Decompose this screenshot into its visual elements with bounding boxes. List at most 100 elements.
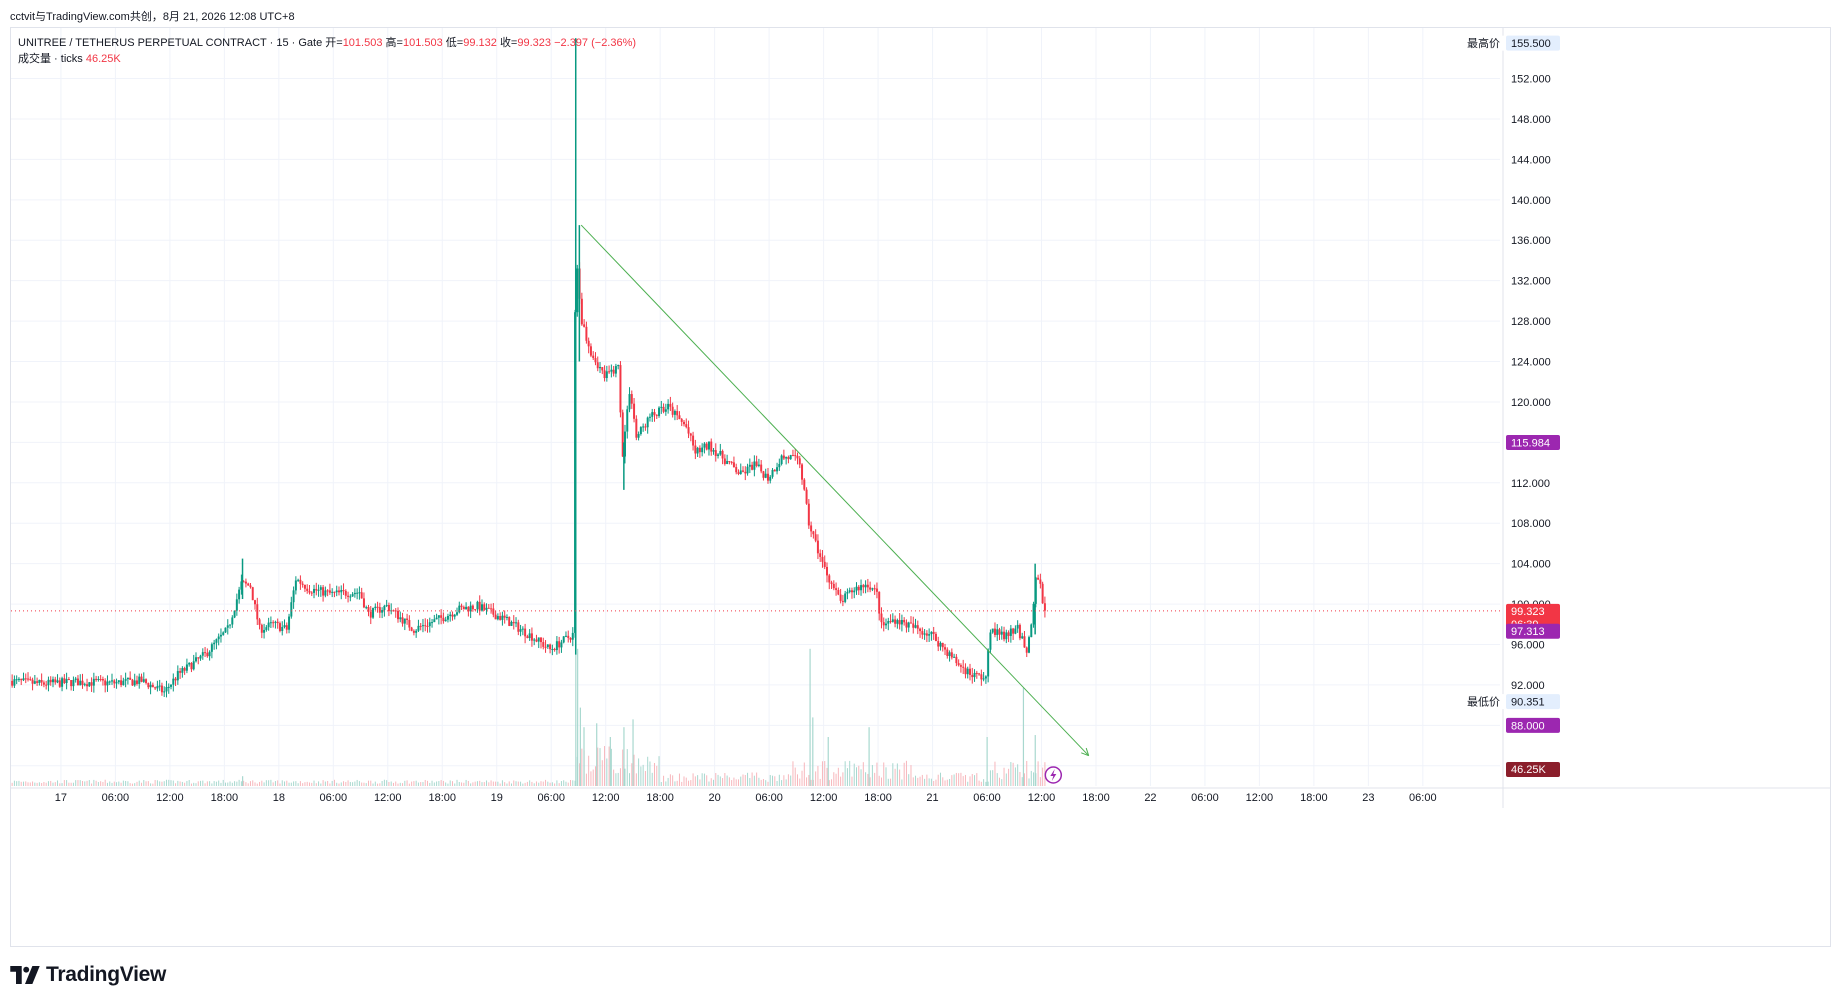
volume-bar bbox=[987, 781, 989, 786]
tradingview-brand[interactable]: TradingView bbox=[10, 963, 166, 987]
candle-body bbox=[642, 426, 645, 428]
volume-bar bbox=[751, 772, 753, 786]
candle-body bbox=[968, 668, 971, 675]
candle-body bbox=[1025, 647, 1028, 653]
volume-bar bbox=[983, 779, 985, 786]
candle-body bbox=[81, 680, 84, 685]
volume-bar bbox=[179, 781, 181, 786]
candle-body bbox=[421, 625, 424, 627]
volume-bar bbox=[352, 782, 354, 786]
candle-body bbox=[383, 605, 386, 611]
candle-body bbox=[269, 622, 272, 624]
volume-bar bbox=[370, 780, 372, 786]
candle-body bbox=[36, 681, 39, 683]
volume-bar bbox=[980, 781, 982, 786]
candle-body bbox=[317, 589, 320, 591]
volume-bar bbox=[204, 783, 206, 786]
candle-body bbox=[635, 418, 638, 438]
candle-body bbox=[387, 605, 390, 612]
volume-bar bbox=[240, 781, 242, 786]
volume-bar bbox=[606, 758, 608, 786]
candle-body bbox=[353, 592, 356, 595]
candle-body bbox=[1009, 628, 1012, 636]
volume-bar bbox=[41, 782, 43, 786]
candle-body bbox=[719, 450, 722, 455]
candle-body bbox=[156, 686, 159, 689]
volume-bar bbox=[590, 771, 592, 786]
candle-body bbox=[410, 627, 413, 631]
volume-bar bbox=[547, 781, 549, 786]
candle-body bbox=[272, 622, 275, 624]
volume-bar bbox=[579, 763, 581, 786]
volume-spike bbox=[868, 727, 870, 786]
candle-body bbox=[819, 553, 822, 557]
candle-body bbox=[433, 619, 436, 623]
candle-body bbox=[623, 431, 626, 457]
candle-body bbox=[519, 629, 522, 632]
candle-body bbox=[803, 479, 806, 490]
volume-bar bbox=[238, 779, 240, 786]
volume-bar bbox=[615, 773, 617, 786]
volume-bar bbox=[311, 782, 313, 786]
candle-body bbox=[335, 590, 338, 593]
candle-body bbox=[644, 426, 647, 428]
volume-bar bbox=[785, 779, 787, 786]
candle-body bbox=[217, 636, 220, 640]
volume-bar bbox=[1017, 764, 1019, 786]
volume-bar bbox=[722, 778, 724, 786]
volume-bar bbox=[277, 780, 279, 786]
x-tick-label: 18:00 bbox=[428, 792, 456, 804]
volume-bar bbox=[213, 781, 215, 786]
volume-bar bbox=[504, 782, 506, 786]
x-tick-label: 18 bbox=[273, 792, 285, 804]
volume-bar bbox=[803, 762, 805, 786]
candle-body bbox=[27, 678, 30, 680]
volume-bar bbox=[399, 782, 401, 786]
lowest-price-tag-label-bg bbox=[1463, 694, 1505, 710]
volume-bar bbox=[753, 775, 755, 786]
volume-bar bbox=[32, 781, 34, 786]
candle-body bbox=[860, 585, 863, 591]
legend-symbol[interactable]: UNITREE / TETHERUS PERPETUAL CONTRACT · … bbox=[18, 37, 323, 49]
candle-body bbox=[453, 614, 456, 617]
candle-body bbox=[490, 608, 493, 610]
candle-body bbox=[610, 369, 613, 372]
candle-body bbox=[560, 642, 563, 648]
candle-body bbox=[914, 625, 917, 628]
volume-bar bbox=[113, 781, 115, 786]
candle-body bbox=[13, 679, 16, 686]
volume-bar bbox=[570, 779, 572, 786]
volume-bar bbox=[72, 782, 74, 786]
volume-bar bbox=[247, 783, 249, 786]
volume-bar bbox=[821, 761, 823, 786]
volume-bar bbox=[345, 781, 347, 786]
volume-bar bbox=[381, 780, 383, 786]
x-tick-label: 06:00 bbox=[320, 792, 348, 804]
candle-body bbox=[308, 590, 311, 593]
volume-spike bbox=[609, 737, 611, 786]
volume-bar bbox=[819, 778, 821, 786]
candle-body bbox=[1003, 631, 1006, 640]
volume-bar bbox=[363, 782, 365, 786]
volume-bar bbox=[472, 782, 474, 786]
volume-bar bbox=[38, 782, 40, 786]
candle-body bbox=[621, 412, 624, 457]
candle-body bbox=[875, 588, 878, 592]
candle-body bbox=[244, 581, 247, 584]
volume-bar bbox=[846, 768, 848, 786]
volume-bar bbox=[100, 781, 102, 786]
candle-body bbox=[687, 427, 690, 434]
lowest-price-tag-bg bbox=[1506, 694, 1560, 710]
x-tick-label: 18:00 bbox=[864, 792, 892, 804]
candle-body bbox=[478, 601, 481, 611]
volume-bar bbox=[778, 774, 780, 786]
candle-body bbox=[762, 471, 765, 478]
lightning-event-icon[interactable] bbox=[1044, 766, 1063, 784]
volume-bar bbox=[45, 782, 47, 786]
candle-body bbox=[231, 617, 234, 625]
volume-bar bbox=[522, 783, 524, 786]
volume-bar bbox=[379, 783, 381, 786]
legend-volume-label[interactable]: 成交量 · ticks bbox=[18, 53, 83, 65]
volume-spike bbox=[632, 719, 634, 786]
